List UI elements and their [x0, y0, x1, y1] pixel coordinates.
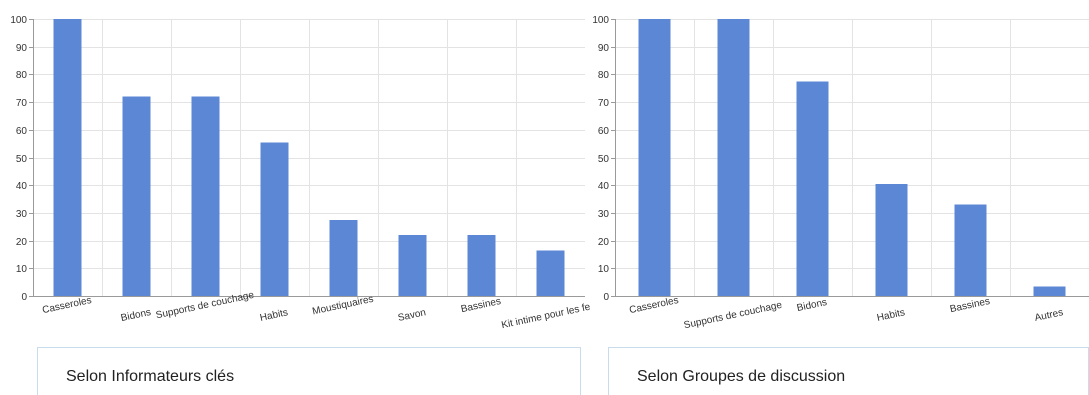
chart-caption: Selon Informateurs clés — [66, 368, 235, 385]
bar[interactable] — [954, 204, 987, 296]
y-tick-label: 70 — [598, 98, 610, 109]
y-tick-label: 10 — [598, 264, 610, 275]
y-tick-label: 20 — [598, 237, 610, 248]
bar[interactable] — [796, 81, 829, 296]
x-category-label: Supports de couchage — [683, 300, 784, 332]
chart-caption: Selon Groupes de discussion — [637, 368, 846, 385]
x-category-label: Casseroles — [41, 295, 92, 316]
bar[interactable] — [467, 235, 496, 296]
bar[interactable] — [717, 19, 750, 296]
y-tick-label: 50 — [598, 154, 610, 165]
y-tick-label: 80 — [598, 70, 610, 81]
y-tick-label: 20 — [16, 237, 28, 248]
x-category-label: Kit intime pour les fe... — [500, 300, 590, 331]
y-tick-label: 50 — [16, 154, 28, 165]
chart-panel-groupes: 0 10 20 30 40 50 60 70 80 90 100 Casseroles Supports… — [592, 0, 1089, 395]
y-tick-label: 40 — [598, 181, 610, 192]
y-tick-label: 70 — [16, 98, 28, 109]
y-tick-label: 100 — [10, 15, 27, 26]
y-tick-label: 30 — [16, 209, 28, 220]
x-category-label: Habits — [876, 307, 906, 324]
y-tick-label: 0 — [21, 292, 27, 303]
bar[interactable] — [875, 183, 908, 296]
x-category-label: Savon — [397, 307, 427, 324]
bar[interactable] — [122, 96, 151, 296]
caption-box-groupes: Selon Groupes de discussion — [608, 347, 1089, 395]
y-tick-label: 60 — [598, 126, 610, 137]
y-tick-label: 10 — [16, 264, 28, 275]
x-category-label: Habits — [259, 307, 289, 324]
bar[interactable] — [191, 96, 220, 296]
caption-box-informateurs: Selon Informateurs clés — [37, 347, 581, 395]
x-category-label: Bassines — [949, 296, 991, 315]
y-tick-label: 90 — [16, 43, 28, 54]
x-category-label: Autres — [1034, 307, 1065, 324]
y-tick-label: 60 — [16, 126, 28, 137]
bar[interactable] — [53, 19, 82, 296]
chart-panel-informateurs: 0 10 20 30 40 50 60 70 80 90 100 Casseroles Bidons Su… — [10, 15, 590, 395]
x-category-label: Moustiquaires — [311, 294, 374, 318]
y-tick-label: 90 — [598, 43, 610, 54]
y-tick-label: 80 — [16, 70, 28, 81]
x-category-label: Bidons — [796, 297, 828, 314]
bar[interactable] — [398, 235, 427, 296]
x-category-label: Casseroles — [628, 295, 679, 316]
bar[interactable] — [536, 250, 565, 296]
x-category-label: Bidons — [120, 307, 152, 324]
bar[interactable] — [329, 219, 358, 296]
x-category-label: Bassines — [460, 296, 502, 315]
y-tick-label: 30 — [598, 209, 610, 220]
y-tick-label: 100 — [592, 15, 609, 26]
y-tick-label: 0 — [603, 292, 609, 303]
bar-chart-groupes: 0 10 20 30 40 50 60 70 80 90 100 Casseroles Supports… — [592, 15, 1089, 332]
bar[interactable] — [260, 142, 289, 296]
y-tick-label: 40 — [16, 181, 28, 192]
bar[interactable] — [638, 19, 671, 296]
bar[interactable] — [1033, 286, 1066, 296]
